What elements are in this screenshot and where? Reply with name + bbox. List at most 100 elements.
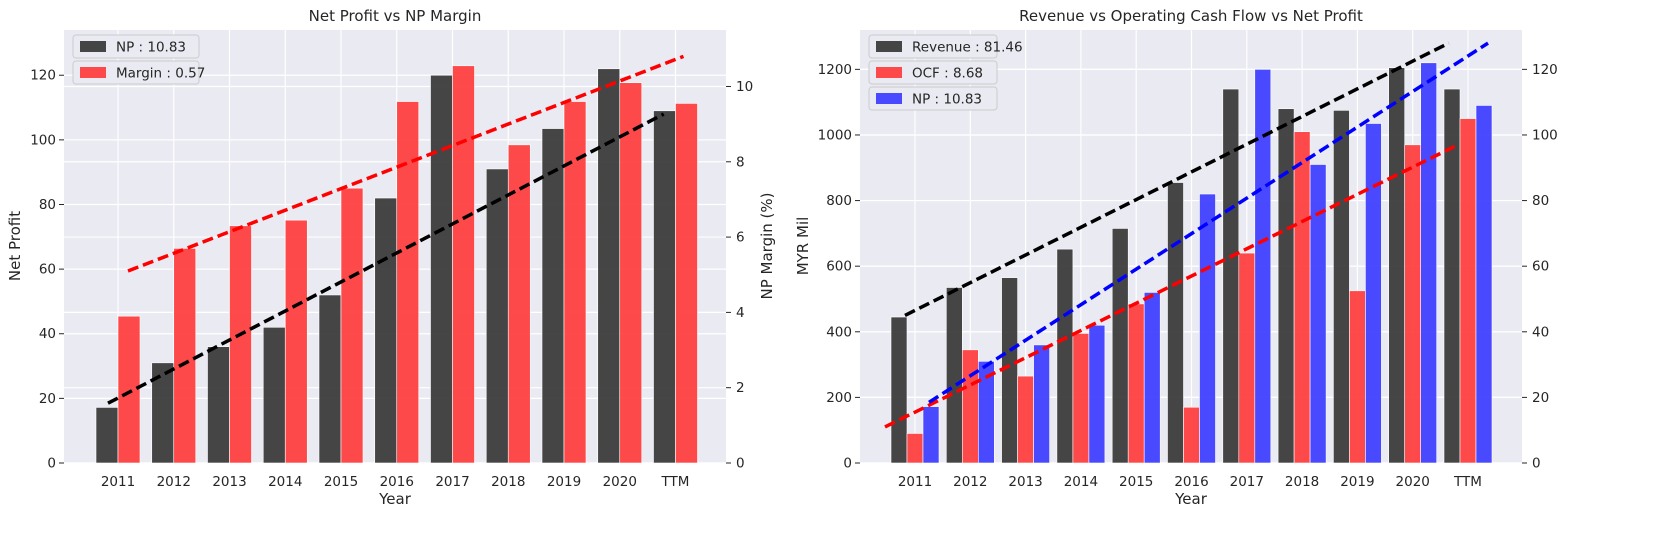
y-tick-label: 120 (30, 68, 56, 84)
bar-revenue (1167, 182, 1184, 464)
y-tick-label: 60 (39, 262, 56, 278)
x-tick-label: 2016 (1174, 474, 1208, 490)
bar-np (374, 197, 398, 464)
bar-ocf (1017, 375, 1034, 464)
bar-revenue (1277, 108, 1295, 464)
x-tick-label: 2013 (1008, 474, 1042, 490)
y-tick-label: 0 (843, 456, 852, 472)
bar-margin (229, 225, 252, 464)
y2-tick-label: 0 (736, 456, 745, 472)
legend-swatch (876, 93, 902, 104)
bar-np (1199, 193, 1216, 464)
bar-revenue (890, 316, 908, 464)
bar-np (95, 407, 119, 464)
y2-tick-label: 2 (736, 380, 745, 396)
y2-tick-label: 100 (1532, 127, 1558, 143)
bar-margin (675, 103, 698, 464)
y-tick-label: 800 (826, 193, 852, 209)
y-axis-label: Net Profit (6, 211, 24, 281)
bar-np (597, 68, 621, 464)
legend-box (72, 60, 200, 85)
bar-margin (563, 101, 587, 464)
bar-margin (396, 101, 420, 464)
x-tick-label: 2018 (1285, 474, 1319, 490)
bar-ocf (1238, 252, 1256, 464)
bar-revenue (1388, 67, 1405, 464)
legend-label: OCF : 8.68 (912, 66, 983, 82)
legend-box (868, 34, 998, 59)
x-tick-label: 2011 (101, 474, 135, 490)
bar-np (1254, 69, 1272, 464)
bar-np (653, 110, 676, 464)
bar-margin (284, 219, 308, 464)
trend-line (904, 41, 1450, 317)
x-tick-label: 2019 (1340, 474, 1374, 490)
bar-margin (507, 144, 531, 464)
legend-label: NP : 10.83 (116, 40, 186, 56)
x-tick-label: 2012 (953, 474, 987, 490)
x-tick-label: 2015 (324, 474, 358, 490)
y2-tick-label: 4 (736, 305, 745, 321)
bar-np (430, 74, 453, 464)
bar-np (1143, 292, 1161, 464)
legend: Revenue : 81.46 OCF : 8.68 NP : 10.83 (868, 34, 1023, 111)
y2-tick-label: 10 (736, 79, 753, 95)
chart-title: Revenue vs Operating Cash Flow vs Net Pr… (1019, 7, 1363, 25)
y-tick-label: 40 (39, 326, 56, 342)
x-tick-label: 2014 (1064, 474, 1098, 490)
legend-label: Margin : 0.57 (116, 66, 205, 82)
x-tick-label: 2017 (1230, 474, 1264, 490)
x-axis-label: Year (1174, 490, 1208, 508)
x-tick-label: 2015 (1119, 474, 1153, 490)
y-tick-label: 20 (39, 391, 56, 407)
bar-np (1033, 344, 1050, 464)
x-axis-label: Year (378, 490, 412, 508)
legend-swatch (876, 67, 902, 78)
bar-np (1309, 164, 1327, 464)
bar-ocf (1127, 303, 1145, 464)
bar-revenue (1333, 110, 1350, 464)
trend-lines (884, 41, 1489, 429)
y2-tick-label: 8 (736, 154, 745, 170)
x-tick-label: 2013 (212, 474, 246, 490)
bar-margin (340, 187, 364, 464)
bar-np (1475, 105, 1493, 464)
y2-tick-label: 120 (1532, 62, 1558, 78)
legend-swatch (80, 41, 106, 52)
y2-tick-label: 80 (1532, 193, 1549, 209)
bar-ocf (1072, 333, 1090, 464)
y2-tick-label: 40 (1532, 324, 1549, 340)
x-tick-label: 2017 (435, 474, 469, 490)
bar-np (1420, 62, 1437, 464)
bar-margin (452, 65, 475, 464)
bar-revenue (1222, 88, 1240, 464)
y-tick-label: 600 (826, 259, 852, 275)
y-tick-label: 80 (39, 197, 56, 213)
bar-np (262, 326, 286, 464)
bar-np (318, 294, 342, 464)
x-tick-label: 2018 (491, 474, 525, 490)
bar-revenue (1111, 228, 1129, 464)
x-tick-label: 2019 (547, 474, 581, 490)
bar-ocf (1404, 144, 1421, 464)
y2-tick-label: 6 (736, 230, 745, 246)
y2-ticks: 0 2 4 6 8 10 (726, 79, 753, 472)
y2-tick-label: 60 (1532, 259, 1549, 275)
bar-ocf (906, 433, 924, 464)
y2-tick-label: 20 (1532, 390, 1549, 406)
x-tick-label: 2016 (380, 474, 414, 490)
legend: NP : 10.83 Margin : 0.57 (72, 34, 205, 85)
x-ticks: 2011 2012 2013 2014 2015 2016 2017 2018 2019 2020… (898, 474, 1482, 490)
bar-margin (173, 248, 197, 464)
bar-np (922, 406, 940, 464)
bar-margin (117, 315, 141, 464)
bars (95, 65, 698, 464)
legend-box (868, 60, 998, 85)
bar-ocf (961, 349, 979, 464)
legend-box (868, 86, 998, 111)
x-tick-label: 2012 (157, 474, 191, 490)
trend-line (107, 112, 665, 405)
bar-ocf (1349, 290, 1366, 464)
x-tick-label: 2020 (603, 474, 637, 490)
